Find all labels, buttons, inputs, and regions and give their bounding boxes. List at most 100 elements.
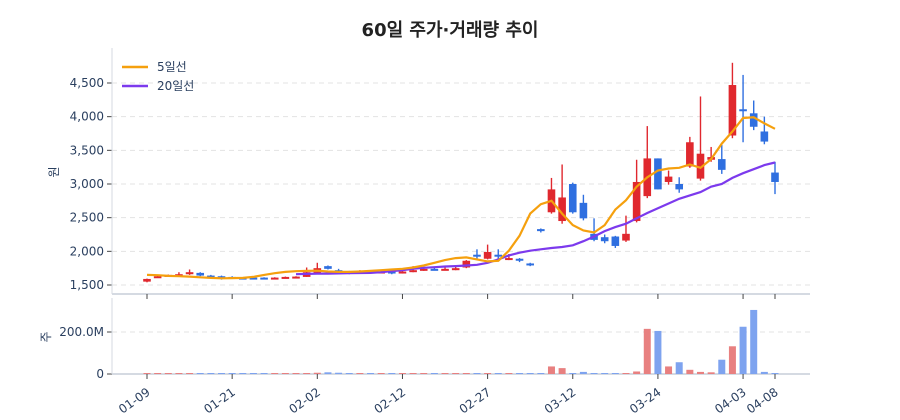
- candle-body: [441, 268, 449, 271]
- chart-title: 60일 주가·거래량 추이: [361, 20, 539, 41]
- volume-bar: [175, 373, 183, 374]
- volume-bar: [324, 372, 332, 374]
- x-tick-label: 03-24: [627, 385, 664, 416]
- volume-bar: [601, 373, 609, 374]
- x-tick-label: 02-02: [286, 385, 323, 416]
- volume-bar: [526, 373, 534, 374]
- x-tick-label: 02-27: [457, 385, 494, 416]
- volume-bar: [547, 366, 555, 374]
- candle-body: [409, 270, 417, 273]
- volume-bar: [420, 373, 428, 374]
- x-tick-label: 03-12: [542, 385, 579, 416]
- volume-bar: [633, 371, 641, 374]
- candle-body: [579, 202, 588, 219]
- volume-tick-label: 200.0M: [59, 325, 104, 339]
- volume-bar: [249, 373, 257, 374]
- candle-body: [451, 268, 460, 271]
- candle-body: [526, 263, 534, 266]
- candle-body: [675, 184, 684, 190]
- candle-body: [398, 271, 407, 274]
- volume-bar: [739, 326, 747, 374]
- volume-bar: [398, 373, 406, 374]
- candle-body: [143, 278, 151, 282]
- candle-body: [324, 266, 332, 269]
- volume-bar: [558, 368, 566, 374]
- candle-body: [430, 268, 439, 271]
- volume-bar: [452, 373, 460, 374]
- volume-bar: [707, 372, 715, 374]
- candle-body: [717, 159, 726, 170]
- volume-bar: [516, 373, 524, 374]
- volume-bar: [271, 373, 279, 374]
- volume-bar: [143, 373, 151, 374]
- candle-body: [739, 109, 747, 112]
- volume-bar: [260, 373, 268, 374]
- volume-bar: [537, 373, 545, 374]
- volume-bar: [760, 371, 768, 374]
- volume-bar: [718, 359, 726, 374]
- volume-bar: [409, 373, 417, 374]
- candle-body: [611, 236, 620, 246]
- price-tick-label: 3,500: [70, 143, 104, 157]
- candle-body: [505, 258, 513, 261]
- candle-body: [696, 153, 705, 179]
- volume-bar: [441, 373, 449, 374]
- volume-bar: [590, 373, 598, 374]
- candle-body: [664, 176, 673, 182]
- price-axis-title: 원: [47, 166, 61, 177]
- volume-bar: [611, 373, 619, 374]
- ma20-line: [295, 161, 776, 276]
- volume-bar: [569, 373, 577, 374]
- volume-bar: [335, 372, 343, 374]
- volume-bar: [675, 362, 683, 374]
- candle-body: [473, 254, 481, 257]
- candle-body: [207, 275, 215, 278]
- ma5-line: [146, 116, 776, 280]
- volume-bar: [484, 373, 492, 374]
- volume-bar: [154, 373, 162, 374]
- candle-body: [568, 184, 577, 213]
- price-tick-label: 4,000: [70, 110, 104, 124]
- candle-body: [388, 271, 396, 274]
- volume-bar: [377, 373, 385, 374]
- legend-label-0: 5일선: [157, 60, 187, 74]
- volume-bar: [345, 373, 353, 374]
- candle-body: [249, 277, 258, 280]
- candle-body: [270, 277, 279, 280]
- volume-bar: [696, 371, 704, 374]
- price-tick-label: 3,000: [70, 177, 104, 191]
- candle-body: [196, 272, 205, 276]
- volume-bar: [462, 373, 470, 374]
- candle-body: [537, 229, 545, 232]
- volume-tick-label: 0: [96, 367, 104, 381]
- price-tick-label: 2,500: [70, 211, 104, 225]
- volume-bar: [622, 373, 630, 374]
- candle-body: [686, 142, 694, 167]
- volume-bar: [579, 371, 587, 374]
- candle-body: [600, 237, 609, 242]
- volume-bar: [686, 369, 694, 374]
- price-tick-label: 2,000: [70, 244, 104, 258]
- volume-bar: [196, 373, 204, 374]
- volume-bar: [186, 373, 194, 374]
- candle-body: [622, 233, 630, 241]
- candle-body: [292, 276, 300, 279]
- volume-bar: [654, 330, 662, 374]
- candle-body: [632, 181, 641, 222]
- price-tick-label: 1,500: [70, 278, 104, 292]
- candle-body: [281, 276, 290, 279]
- volume-bar: [218, 373, 226, 374]
- x-tick-label: 01-21: [201, 385, 238, 416]
- volume-bar: [367, 373, 375, 374]
- candle-body: [153, 276, 162, 279]
- x-tick-label: 01-09: [116, 385, 153, 416]
- candle-body: [771, 172, 779, 182]
- candle-body: [749, 113, 758, 127]
- candle-body: [185, 272, 194, 275]
- volume-bar: [388, 373, 396, 374]
- x-tick-label: 04-03: [712, 385, 749, 416]
- candle-body: [483, 252, 492, 259]
- price-tick-label: 4,500: [70, 76, 104, 90]
- volume-bar: [430, 373, 438, 374]
